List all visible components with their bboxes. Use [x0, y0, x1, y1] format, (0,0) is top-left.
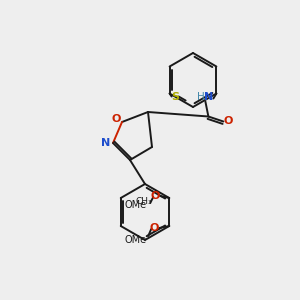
Text: OMe: OMe — [124, 235, 146, 245]
Text: O: O — [111, 114, 121, 124]
Text: N: N — [101, 138, 111, 148]
Text: OMe: OMe — [124, 200, 146, 210]
Text: H: H — [196, 92, 204, 101]
Text: O: O — [224, 116, 233, 127]
Text: N: N — [204, 92, 213, 101]
Text: O: O — [151, 191, 160, 201]
Text: S: S — [172, 92, 180, 101]
Text: CH₃: CH₃ — [136, 196, 153, 206]
Text: O: O — [150, 223, 159, 233]
